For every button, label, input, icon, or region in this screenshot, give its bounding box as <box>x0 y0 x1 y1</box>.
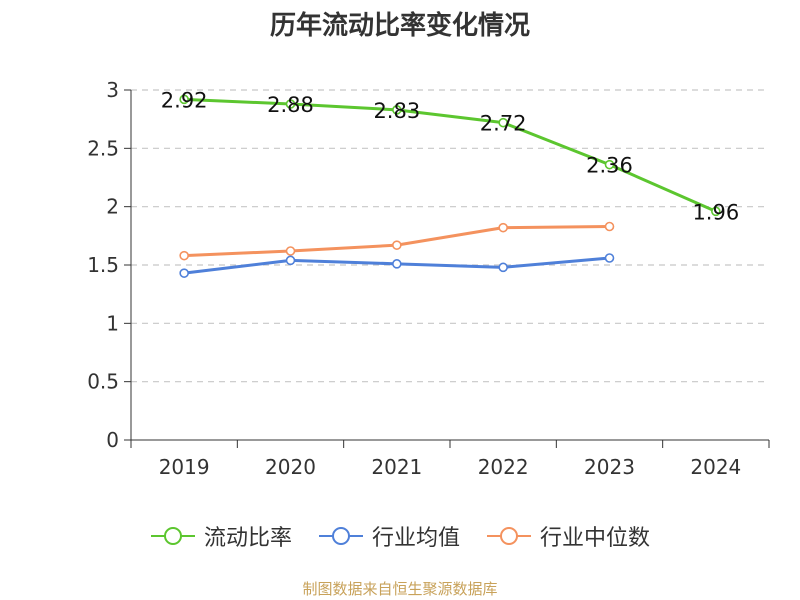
data-label: 2.36 <box>586 154 633 178</box>
x-tick-label: 2023 <box>584 455 635 479</box>
x-tick-label: 2024 <box>690 455 741 479</box>
data-point <box>498 222 508 233</box>
data-label: 2.83 <box>373 99 420 123</box>
x-tick-label: 2021 <box>371 455 422 479</box>
legend-line-blue-icon <box>318 527 363 545</box>
legend-label-current-ratio: 流动比率 <box>203 526 292 551</box>
data-label: 1.96 <box>692 200 739 224</box>
legend-item-industry-average[interactable]: 行业均值 <box>318 520 460 552</box>
data-point <box>285 255 296 266</box>
source-note: 制图数据来自恒生聚源数据库 <box>302 580 498 598</box>
data-point <box>604 253 615 263</box>
data-point <box>179 94 189 105</box>
x-tick-label: 2019 <box>159 455 210 479</box>
data-point <box>179 268 189 278</box>
data-point <box>498 117 508 128</box>
data-point <box>392 240 402 250</box>
y-tick-label: 1.5 <box>87 253 119 277</box>
chart-legend: 流动比率 行业均值 行业中位数 <box>0 516 800 556</box>
data-label: 2.72 <box>480 112 527 136</box>
data-point <box>392 105 402 115</box>
x-tick-label: 2022 <box>478 455 529 479</box>
legend-line-orange-icon <box>487 527 531 545</box>
x-tick-label: 2020 <box>265 455 316 479</box>
data-point <box>179 250 189 261</box>
data-point <box>392 259 402 269</box>
data-point <box>498 262 508 273</box>
legend-item-current-ratio[interactable]: 流动比率 <box>150 520 292 552</box>
data-point <box>604 159 615 170</box>
data-point <box>285 246 296 256</box>
y-tick-label: 2.5 <box>87 136 119 160</box>
data-point <box>285 99 296 109</box>
chart-title: 历年流动比率变化情况 <box>269 11 530 41</box>
series-line <box>184 97 717 213</box>
data-point <box>711 206 721 217</box>
y-tick-label: 0.5 <box>87 370 119 394</box>
y-tick-label: 0 <box>106 428 119 452</box>
legend-label-industry-average: 行业均值 <box>371 526 460 551</box>
legend-item-industry-median[interactable]: 行业中位数 <box>486 520 650 552</box>
y-tick-label: 3 <box>106 78 119 102</box>
legend-label-industry-median: 行业中位数 <box>540 526 651 551</box>
legend-line-green-icon <box>150 527 195 545</box>
data-label: 2.92 <box>161 88 208 112</box>
y-tick-label: 1 <box>106 311 119 335</box>
data-label: 2.88 <box>267 93 314 117</box>
data-point <box>604 221 615 232</box>
y-tick-label: 2 <box>106 195 119 219</box>
